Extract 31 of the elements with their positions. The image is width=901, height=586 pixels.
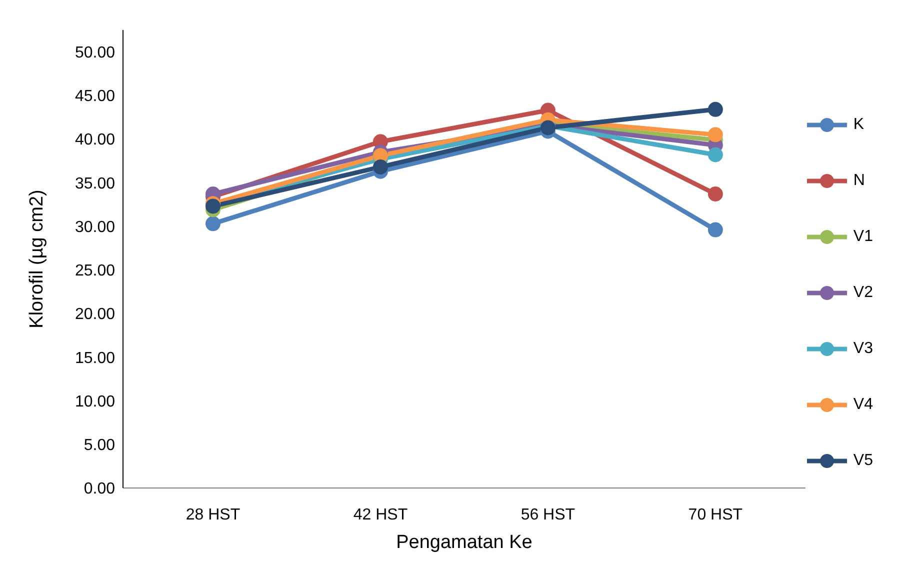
y-tick-label: 30.00 xyxy=(74,218,116,236)
point xyxy=(708,127,723,142)
point xyxy=(206,216,220,232)
y-tick-label: 15.00 xyxy=(74,350,116,367)
legend-label: K xyxy=(853,116,864,134)
legend-label: V5 xyxy=(853,452,873,470)
legend-label: V2 xyxy=(853,284,873,302)
point xyxy=(708,186,723,202)
y-tick-label: 10.00 xyxy=(74,393,116,410)
x-tick-label: 70 HST xyxy=(688,506,743,524)
x-tick-label: 28 HST xyxy=(186,506,240,524)
y-tick-label: 35.00 xyxy=(74,175,116,192)
x-tick-label: 56 HST xyxy=(520,506,576,524)
y-tick-label: 5.00 xyxy=(84,437,116,454)
x-axis-title: Pengamatan Ke xyxy=(396,532,532,553)
legend-label: V3 xyxy=(853,340,873,358)
y-tick-label: 0.00 xyxy=(84,480,116,498)
x-tick-label: 42 HST xyxy=(353,506,408,524)
point xyxy=(708,147,723,162)
legend-label: V4 xyxy=(853,396,873,414)
y-tick-label: 40.00 xyxy=(74,132,116,149)
y-tick-label: 45.00 xyxy=(74,88,116,106)
y-tick-label: 20.00 xyxy=(74,306,116,324)
y-axis-title: Klorofil (µg cm2) xyxy=(26,190,48,328)
legend-label: N xyxy=(853,172,865,190)
point xyxy=(708,102,723,117)
point xyxy=(708,222,723,238)
legend-label: V1 xyxy=(853,228,873,246)
point xyxy=(372,159,388,174)
y-tick-label: 50.00 xyxy=(74,44,116,62)
y-tick-label: 25.00 xyxy=(74,262,116,280)
